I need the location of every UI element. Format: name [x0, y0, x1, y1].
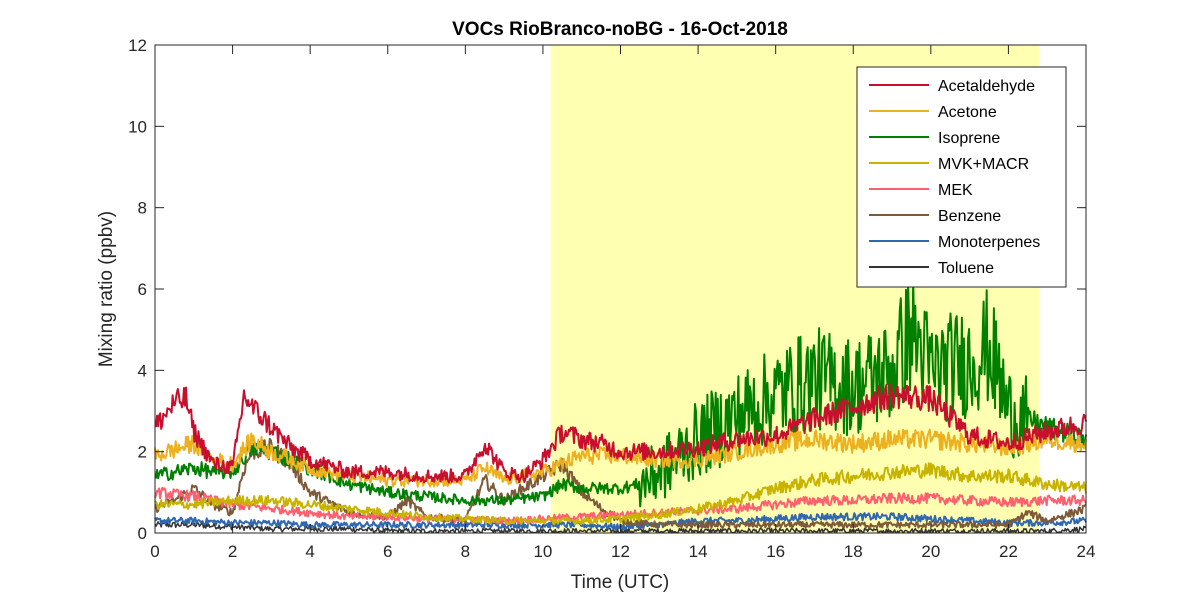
y-tick-label: 10 — [128, 117, 147, 136]
legend-label: Benzene — [938, 208, 1001, 225]
legend-box — [856, 66, 1067, 288]
legend-label: Monoterpenes — [938, 234, 1040, 251]
chart-title: VOCs RioBranco-noBG - 16-Oct-2018 — [452, 19, 788, 40]
series-line-acetaldehyde — [154, 383, 1087, 484]
series-line-mek — [154, 486, 1087, 526]
x-tick-label: 12 — [611, 542, 630, 561]
x-tick-label: 20 — [921, 542, 940, 561]
x-tick-label: 8 — [461, 542, 470, 561]
x-tick-label: 6 — [383, 542, 392, 561]
legend-label: Toluene — [938, 260, 994, 277]
y-tick-label: 0 — [138, 524, 147, 543]
legend-label: Acetaldehyde — [938, 78, 1035, 95]
legend: Acetaldehyde Acetone Isoprene MVK+MACR MEK Be… — [856, 66, 1067, 288]
x-tick-label: 4 — [305, 542, 314, 561]
series-line-mvk-macr — [154, 462, 1087, 526]
x-axis-label: Time (UTC) — [571, 572, 670, 593]
legend-label: Isoprene — [938, 130, 1000, 147]
x-tick-label: 24 — [1077, 542, 1096, 561]
x-tick-label: 22 — [999, 542, 1018, 561]
x-tick-label: 10 — [533, 542, 552, 561]
legend-label: MEK — [938, 182, 973, 199]
y-tick-label: 4 — [138, 361, 147, 380]
x-tick-label: 14 — [689, 542, 708, 561]
y-tick-label: 12 — [128, 36, 147, 55]
x-tick-label: 2 — [228, 542, 237, 561]
y-tick-label: 8 — [138, 199, 147, 218]
legend-label: MVK+MACR — [938, 156, 1029, 173]
x-tick-label: 16 — [766, 542, 785, 561]
x-tick-label: 18 — [844, 542, 863, 561]
y-tick-label: 6 — [138, 280, 147, 299]
y-tick-label: 2 — [138, 443, 147, 462]
y-axis-label: Mixing ratio (ppbv) — [96, 211, 117, 367]
legend-label: Acetone — [938, 104, 997, 121]
x-tick-label: 0 — [150, 542, 159, 561]
